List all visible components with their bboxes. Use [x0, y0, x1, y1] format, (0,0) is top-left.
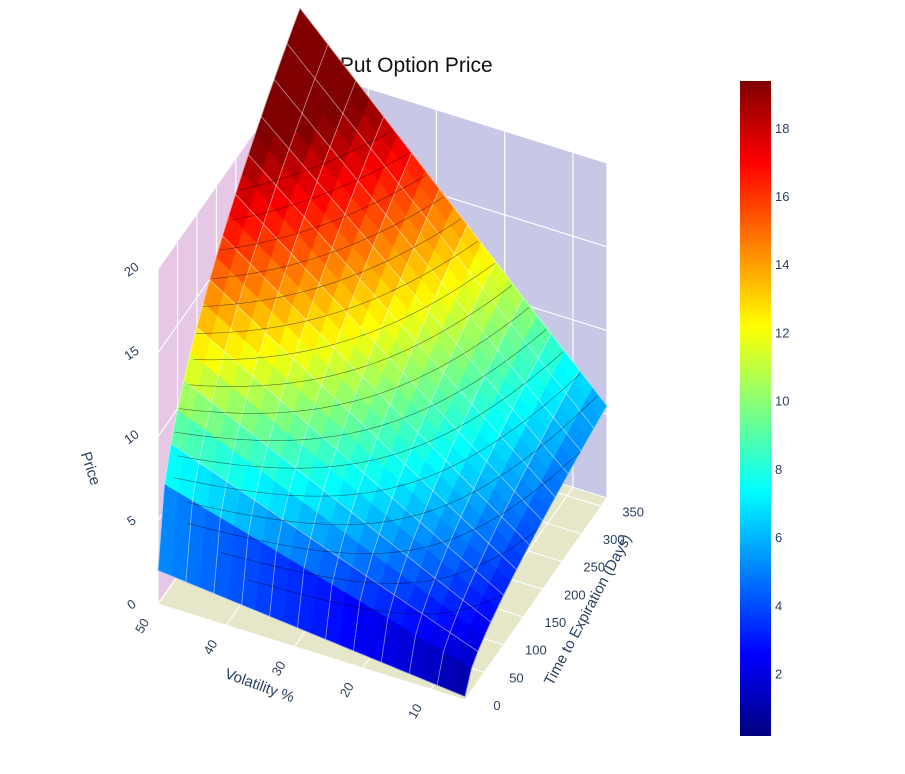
- colorbar-tick-label: 8: [775, 462, 782, 477]
- tick-label: 5: [124, 512, 139, 528]
- contour-line: [220, 529, 538, 584]
- contour-line: [238, 130, 393, 191]
- surface-gridline: [273, 79, 582, 452]
- surface-gridline: [408, 333, 552, 674]
- contour-line: [177, 351, 564, 469]
- tick-label: 300: [603, 532, 625, 547]
- surface-gridline: [269, 152, 412, 617]
- tick-label: 20: [121, 259, 141, 280]
- surface-gridline: [380, 297, 524, 663]
- colorbar-tick-label: 16: [775, 189, 789, 204]
- contour-line: [196, 240, 478, 334]
- colorbar-gradient: [740, 81, 771, 736]
- surface-gridline: [260, 116, 569, 475]
- surface-gridline: [353, 261, 496, 651]
- surface-gridline: [464, 405, 608, 697]
- surface-gridline: [241, 116, 385, 605]
- surface-gridline: [325, 225, 468, 640]
- tick-label: 15: [121, 343, 141, 364]
- contour-line: [174, 329, 547, 441]
- surface-gridline: [297, 188, 440, 628]
- colorbar-tick-label: 12: [775, 325, 789, 340]
- contour-line: [220, 174, 427, 251]
- contour-line: [179, 307, 530, 414]
- tick-label: 0: [493, 698, 500, 713]
- surface-gridline: [170, 443, 479, 652]
- tick-label: 200: [564, 587, 586, 602]
- surface-gridline: [157, 8, 301, 571]
- contour-line: [188, 285, 513, 387]
- tick-label: 10: [405, 701, 425, 721]
- tick-label: 250: [583, 560, 605, 575]
- contour-line: [212, 196, 444, 279]
- colorbar-tick-label: 10: [775, 394, 789, 409]
- surface-gridline: [248, 154, 556, 498]
- colorbar: 2 4 6 8 10 12 14 16 18: [740, 81, 789, 736]
- surface-gridline: [196, 326, 504, 596]
- tick-label: 50: [509, 670, 523, 685]
- tick-label: 0: [124, 596, 139, 612]
- contour-line: [202, 218, 461, 307]
- tick-label: 40: [200, 637, 220, 657]
- surface-gridline: [157, 570, 466, 697]
- contour-line: [230, 152, 410, 221]
- colorbar-tick-label: 6: [775, 530, 782, 545]
- tick-label: 10: [121, 427, 141, 448]
- colorbar-tick-label: 14: [775, 257, 789, 272]
- surface-gridline: [436, 369, 580, 686]
- surface-gridline: [286, 43, 595, 429]
- volatility-gridline: [464, 163, 608, 701]
- tick-label: 20: [337, 680, 357, 700]
- contour-line: [188, 451, 581, 555]
- surface-gridline: [299, 8, 608, 407]
- surface-gridline: [222, 235, 530, 546]
- colorbar-tick-label: 18: [775, 121, 789, 136]
- contour-line: [193, 263, 495, 361]
- price-surface[interactable]: [157, 7, 608, 698]
- colorbar-tick-label: 4: [775, 598, 782, 613]
- tick-label: 150: [545, 615, 567, 630]
- surface-gridline: [213, 80, 357, 594]
- colorbar-tick-label: 2: [775, 667, 782, 682]
- axis-title: Price: [77, 450, 104, 488]
- tick-label: 30: [268, 658, 288, 678]
- contour-line: [174, 373, 581, 497]
- contour-line: [248, 579, 503, 615]
- contour-line: [185, 395, 598, 526]
- surface-gridline: [183, 379, 492, 623]
- tick-label: 50: [132, 616, 152, 636]
- surface-gridline: [209, 279, 517, 570]
- tick-label: 350: [622, 504, 644, 519]
- tick-label: 100: [525, 643, 547, 658]
